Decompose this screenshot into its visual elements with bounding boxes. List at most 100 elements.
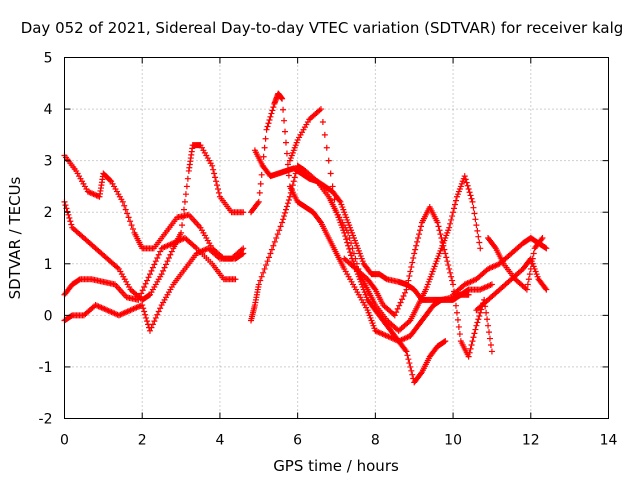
data-point xyxy=(255,281,262,288)
data-point xyxy=(121,202,128,209)
data-point xyxy=(434,219,441,226)
data-point xyxy=(353,260,360,267)
data-point xyxy=(138,290,145,297)
data-point xyxy=(469,198,476,205)
data-point xyxy=(319,118,326,125)
data-point xyxy=(529,255,536,262)
data-point xyxy=(467,345,474,352)
data-point xyxy=(409,259,416,266)
data-point xyxy=(165,254,172,261)
data-point xyxy=(349,245,356,252)
series-sat-i xyxy=(341,204,495,360)
data-point xyxy=(413,242,420,249)
y-tick-label: 3 xyxy=(44,154,53,170)
y-tick-label: 4 xyxy=(44,102,53,118)
data-point xyxy=(154,311,161,318)
data-point xyxy=(486,335,493,342)
data-point xyxy=(465,186,472,193)
data-point xyxy=(396,302,403,309)
data-point xyxy=(346,245,353,252)
data-point xyxy=(414,238,421,245)
data-point xyxy=(477,309,484,316)
data-point xyxy=(257,180,264,187)
data-point xyxy=(149,264,156,271)
data-point xyxy=(280,106,287,113)
data-point xyxy=(256,189,263,196)
data-point xyxy=(164,258,171,265)
data-point xyxy=(462,176,469,183)
data-point xyxy=(213,178,220,185)
data-point xyxy=(157,248,164,255)
data-point xyxy=(463,179,470,186)
data-point xyxy=(442,250,449,257)
data-point xyxy=(475,233,482,240)
data-point xyxy=(486,329,493,336)
data-point xyxy=(474,227,481,234)
data-point xyxy=(266,117,273,124)
data-point xyxy=(276,227,283,234)
data-point xyxy=(538,236,545,243)
data-point xyxy=(415,235,422,241)
data-point xyxy=(283,150,290,157)
data-point xyxy=(258,171,265,178)
data-point xyxy=(286,193,293,200)
data-point xyxy=(454,316,461,323)
data-point xyxy=(475,316,482,323)
data-point xyxy=(180,214,187,221)
data-point xyxy=(209,162,216,169)
data-point xyxy=(408,367,415,374)
data-point xyxy=(182,191,189,198)
data-point xyxy=(444,258,451,265)
data-point xyxy=(472,216,479,223)
data-point xyxy=(342,233,349,240)
data-point xyxy=(135,296,142,303)
data-point xyxy=(284,200,291,207)
data-point xyxy=(260,269,267,276)
data-point xyxy=(491,244,498,251)
data-point xyxy=(214,182,221,189)
data-point xyxy=(371,285,378,292)
data-point xyxy=(290,178,297,185)
x-tick-label: 12 xyxy=(522,433,540,449)
data-point xyxy=(447,220,454,227)
data-point xyxy=(417,227,424,234)
data-point xyxy=(467,192,474,199)
y-tick-label: -1 xyxy=(39,360,53,376)
data-point xyxy=(210,166,217,173)
data-point xyxy=(543,286,550,293)
data-point xyxy=(265,254,272,261)
data-point xyxy=(146,327,153,334)
data-point xyxy=(161,264,168,271)
data-point xyxy=(485,322,492,329)
data-point xyxy=(452,197,459,204)
data-point xyxy=(316,218,323,225)
data-point xyxy=(411,250,418,257)
data-point xyxy=(393,309,400,316)
series-sat-l xyxy=(485,235,546,293)
data-point xyxy=(66,215,73,222)
data-point xyxy=(141,308,148,315)
x-tick-label: 6 xyxy=(293,433,302,449)
data-point xyxy=(264,258,271,265)
data-point xyxy=(438,235,445,241)
data-point xyxy=(260,153,267,160)
data-point xyxy=(122,206,129,213)
data-point xyxy=(527,265,534,272)
data-point xyxy=(67,218,74,225)
data-point xyxy=(265,120,272,127)
data-point xyxy=(404,282,411,289)
data-point xyxy=(215,189,222,196)
data-point xyxy=(439,238,446,245)
data-point xyxy=(476,239,483,246)
data-point xyxy=(240,245,247,252)
data-point xyxy=(472,326,479,333)
y-tick-labels: -2 -1 0 1 2 3 4 5 xyxy=(39,51,53,428)
data-point xyxy=(262,135,269,142)
data-point xyxy=(259,162,266,169)
data-point xyxy=(152,314,159,321)
y-tick-label: -2 xyxy=(39,412,53,428)
data-point xyxy=(530,250,537,257)
data-point xyxy=(471,330,478,337)
data-point xyxy=(254,200,261,207)
data-point xyxy=(128,222,135,229)
